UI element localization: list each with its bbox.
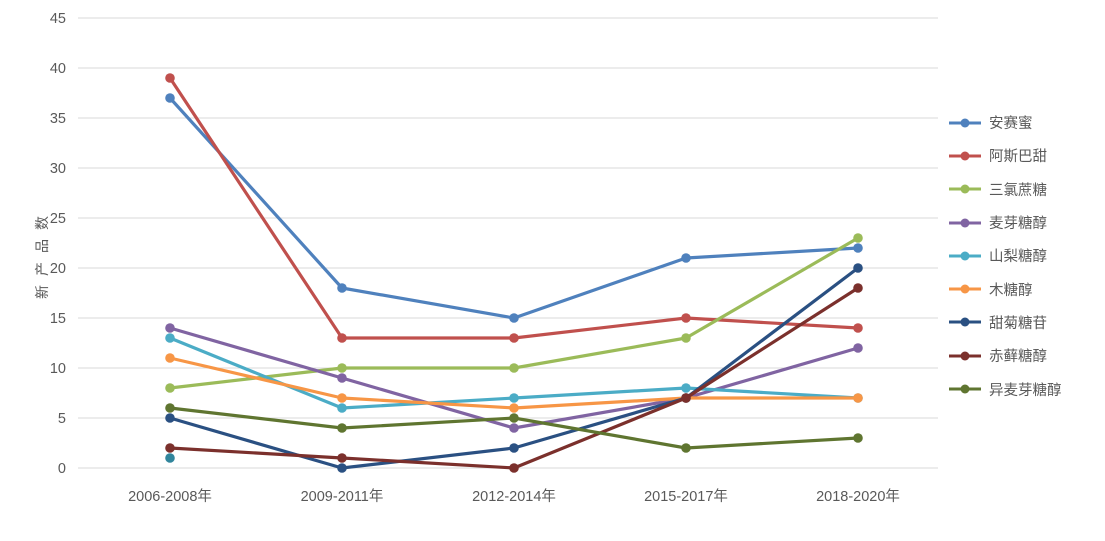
data-point — [509, 403, 519, 413]
legend-marker-icon — [949, 151, 981, 161]
legend-item-0: 安赛蜜 — [948, 106, 1062, 139]
legend-marker-icon — [949, 351, 981, 361]
data-point — [165, 323, 175, 333]
series-line-0 — [168, 96, 859, 320]
legend: 安赛蜜阿斯巴甜三氯蔗糖麦芽糖醇山梨糖醇木糖醇甜菊糖苷赤藓糖醇异麦芽糖醇 — [948, 106, 1062, 406]
data-point — [337, 423, 347, 433]
legend-item-2: 三氯蔗糖 — [948, 173, 1062, 206]
data-point — [681, 253, 691, 263]
data-point — [853, 233, 863, 243]
data-point — [509, 413, 519, 423]
x-tick-label: 2015-2017年 — [644, 488, 728, 505]
data-point — [165, 413, 175, 423]
data-point — [681, 443, 691, 453]
y-tick-label: 35 — [50, 111, 66, 127]
legend-marker-icon — [949, 184, 981, 194]
y-axis-title: 新产品数 — [34, 207, 50, 299]
data-point — [853, 323, 863, 333]
y-tick-label: 10 — [50, 361, 66, 377]
legend-label: 麦芽糖醇 — [989, 216, 1047, 233]
data-point — [165, 443, 175, 453]
legend-label: 山梨糖醇 — [989, 249, 1047, 266]
data-point — [681, 333, 691, 343]
data-point — [681, 393, 691, 403]
data-point — [853, 433, 863, 443]
legend-marker-icon — [949, 384, 981, 394]
y-tick-label: 15 — [50, 311, 66, 327]
legend-marker-icon — [949, 317, 981, 327]
data-point — [681, 383, 691, 393]
y-tick-label: 30 — [50, 161, 66, 177]
data-point — [165, 403, 175, 413]
data-point — [509, 393, 519, 403]
legend-marker-icon — [949, 251, 981, 261]
legend-item-1: 阿斯巴甜 — [948, 139, 1062, 172]
data-point — [337, 333, 347, 343]
legend-label: 异麦芽糖醇 — [989, 382, 1062, 399]
data-point — [337, 283, 347, 293]
y-tick-label: 5 — [58, 411, 66, 427]
data-point — [165, 353, 175, 363]
legend-label: 安赛蜜 — [989, 116, 1033, 133]
legend-label: 木糖醇 — [989, 282, 1033, 299]
data-point — [853, 343, 863, 353]
data-point — [853, 393, 863, 403]
legend-marker-icon — [949, 118, 981, 128]
legend-label: 甜菊糖苷 — [989, 315, 1047, 332]
data-point — [337, 403, 347, 413]
legend-label: 赤藓糖醇 — [989, 349, 1047, 366]
data-point — [509, 333, 519, 343]
data-point — [337, 363, 347, 373]
legend-label: 阿斯巴甜 — [989, 149, 1047, 166]
data-point — [165, 383, 175, 393]
y-tick-label: 20 — [50, 261, 66, 277]
data-point — [509, 443, 519, 453]
x-tick-label: 2012-2014年 — [472, 488, 556, 505]
data-point — [337, 463, 347, 473]
data-point — [165, 73, 175, 83]
x-tick-label: 2009-2011年 — [301, 488, 384, 505]
data-point — [853, 283, 863, 293]
y-tick-label: 25 — [50, 211, 66, 227]
legend-item-6: 甜菊糖苷 — [948, 306, 1062, 339]
data-point — [681, 313, 691, 323]
plot-area: 0 5 10 15 20 25 30 35 40 45 2006-2008年 2009-2011年 20… — [50, 11, 938, 505]
x-tick-label: 2006-2008年 — [128, 488, 212, 505]
data-point — [509, 363, 519, 373]
legend-item-3: 麦芽糖醇 — [948, 206, 1062, 239]
legend-marker-icon — [949, 284, 981, 294]
unlabeled-data-point — [165, 453, 175, 463]
data-point — [509, 423, 519, 433]
legend-item-8: 异麦芽糖醇 — [948, 372, 1062, 405]
data-point — [337, 373, 347, 383]
data-point — [165, 333, 175, 343]
data-point — [853, 263, 863, 273]
y-tick-label: 45 — [50, 11, 66, 27]
data-point — [853, 243, 863, 253]
data-point — [337, 453, 347, 463]
y-tick-label: 0 — [58, 461, 66, 477]
series-line-3 — [169, 326, 859, 430]
legend-marker-icon — [949, 218, 981, 228]
legend-item-7: 赤藓糖醇 — [948, 339, 1062, 372]
y-tick-label: 40 — [50, 61, 66, 77]
x-tick-label: 2018-2020年 — [816, 488, 900, 505]
data-point — [509, 463, 519, 473]
data-point — [165, 93, 175, 103]
data-point — [509, 313, 519, 323]
legend-item-4: 山梨糖醇 — [948, 239, 1062, 272]
legend-label: 三氯蔗糖 — [989, 182, 1047, 199]
legend-item-5: 木糖醇 — [948, 272, 1062, 305]
data-point — [337, 393, 347, 403]
